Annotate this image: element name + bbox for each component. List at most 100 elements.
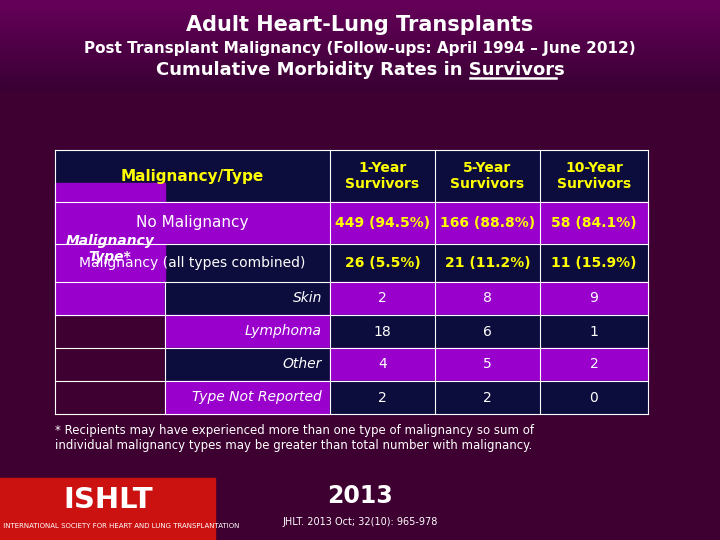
Text: 11 (15.9%): 11 (15.9%) (552, 256, 636, 270)
Bar (435, 315, 540, 348)
Text: 9: 9 (590, 292, 598, 306)
Bar (0, 478, 720, 540)
Text: Malignancy (all types combined): Malignancy (all types combined) (79, 256, 306, 270)
Bar (0, 0, 720, 90)
Bar (0, 86, 720, 89)
Bar (55, 244, 330, 282)
Bar (435, 150, 540, 202)
Text: * Recipients may have experienced more than one type of malignancy so sum of
ind: * Recipients may have experienced more t… (55, 424, 534, 452)
Bar (0, 45, 720, 48)
Text: 5-Year
Survivors: 5-Year Survivors (451, 161, 525, 191)
Bar (0, 41, 720, 44)
Text: 5: 5 (483, 357, 492, 372)
Bar (0, 70, 720, 72)
Bar (0, 16, 720, 18)
Bar (0, 60, 720, 63)
Text: 58 (84.1%): 58 (84.1%) (552, 216, 636, 230)
Bar (0, 22, 720, 24)
Text: Lymphoma: Lymphoma (245, 325, 322, 339)
Bar (0, 84, 720, 87)
Text: 0: 0 (590, 390, 598, 404)
Bar (0, 30, 720, 33)
Bar (0, 49, 720, 51)
Bar (0, 26, 720, 29)
Text: No Malignancy: No Malignancy (136, 215, 248, 231)
Text: ISHLT • INTERNATIONAL SOCIETY FOR HEART AND LUNG TRANSPLANTATION: ISHLT • INTERNATIONAL SOCIETY FOR HEART … (0, 523, 240, 529)
Bar (540, 315, 648, 348)
Bar (0, 72, 720, 75)
Bar (330, 315, 435, 348)
Bar (435, 202, 540, 244)
Bar (0, 37, 720, 39)
Text: 18: 18 (374, 325, 392, 339)
Bar (0, 11, 720, 14)
Bar (0, 1, 720, 3)
Bar (0, 50, 720, 52)
Bar (0, 78, 720, 81)
Bar (0, 87, 720, 90)
Text: 10-Year
Survivors: 10-Year Survivors (557, 161, 631, 191)
Bar (330, 381, 435, 414)
Bar (0, 47, 720, 50)
Bar (0, 66, 720, 69)
Text: 2: 2 (483, 390, 492, 404)
Bar (0, 20, 720, 23)
Bar (165, 282, 330, 315)
Text: ISHLT: ISHLT (63, 486, 153, 514)
Bar (0, 64, 720, 66)
Bar (0, 23, 720, 25)
Text: Skin: Skin (292, 292, 322, 306)
Bar (55, 183, 165, 315)
Bar (0, 59, 720, 62)
Bar (330, 150, 435, 202)
Bar (540, 348, 648, 381)
Text: 6: 6 (483, 325, 492, 339)
Text: 4: 4 (378, 357, 387, 372)
Bar (0, 33, 720, 36)
Bar (540, 150, 648, 202)
Text: Malignancy
Type*: Malignancy Type* (66, 234, 154, 264)
Bar (55, 202, 330, 244)
Bar (0, 5, 720, 8)
Bar (0, 478, 215, 540)
Bar (435, 244, 540, 282)
Bar (0, 62, 720, 64)
Bar (0, 55, 720, 57)
Bar (330, 244, 435, 282)
Bar (0, 10, 720, 12)
Bar (0, 38, 720, 40)
Bar (0, 68, 720, 71)
Text: Adult Heart-Lung Transplants: Adult Heart-Lung Transplants (186, 15, 534, 35)
Text: Other: Other (283, 357, 322, 372)
Bar (435, 348, 540, 381)
Bar (540, 244, 648, 282)
Text: 8: 8 (483, 292, 492, 306)
Bar (0, 3, 720, 6)
Bar (0, 71, 720, 73)
Text: Post Transplant Malignancy (Follow-ups: April 1994 – June 2012): Post Transplant Malignancy (Follow-ups: … (84, 40, 636, 56)
Bar (0, 17, 720, 19)
Bar (0, 0, 720, 2)
Text: Cumulative Morbidity Rates in Survivors: Cumulative Morbidity Rates in Survivors (156, 61, 564, 79)
Bar (0, 12, 720, 15)
Bar (0, 74, 720, 77)
Bar (0, 53, 720, 56)
Text: 2013: 2013 (327, 484, 393, 508)
Bar (165, 315, 330, 348)
Text: 21 (11.2%): 21 (11.2%) (445, 256, 531, 270)
Bar (0, 77, 720, 79)
Text: 166 (88.8%): 166 (88.8%) (440, 216, 535, 230)
Text: JHLT. 2013 Oct; 32(10): 965-978: JHLT. 2013 Oct; 32(10): 965-978 (282, 517, 438, 527)
Bar (0, 76, 720, 78)
Bar (0, 18, 720, 21)
Bar (0, 82, 720, 84)
Text: Type Not Reported: Type Not Reported (192, 390, 322, 404)
Text: 449 (94.5%): 449 (94.5%) (335, 216, 430, 230)
Bar (540, 282, 648, 315)
Bar (165, 381, 330, 414)
Bar (55, 150, 330, 202)
Bar (330, 282, 435, 315)
Bar (0, 24, 720, 27)
Bar (165, 348, 330, 381)
Bar (0, 35, 720, 37)
